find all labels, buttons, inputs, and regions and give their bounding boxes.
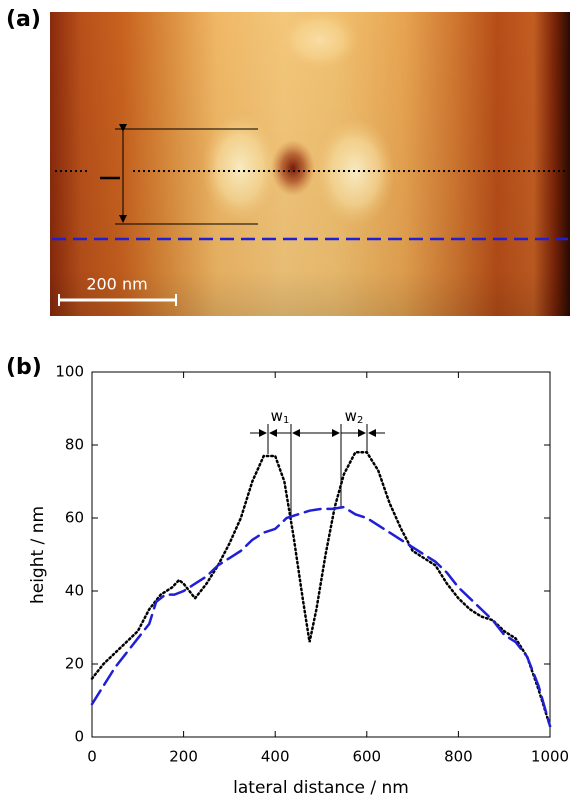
y-tick-label: 40 <box>65 582 84 600</box>
annotation-sub: 1 <box>283 415 289 426</box>
panel-label: (b) <box>6 355 42 380</box>
x-tick-label: 200 <box>169 748 198 766</box>
plot-frame <box>91 371 551 738</box>
y-tick-label: 0 <box>74 728 84 746</box>
annotation-base: w <box>345 407 357 425</box>
series-line <box>90 451 552 728</box>
y-tick-label: 100 <box>55 363 84 381</box>
x-tick-label: 600 <box>352 748 381 766</box>
x-tick-label: 1000 <box>531 748 569 766</box>
y-tick-label: 20 <box>65 655 84 673</box>
x-tick-label: 400 <box>261 748 290 766</box>
y-tick-label: 80 <box>65 436 84 454</box>
series-line <box>90 505 552 728</box>
y-axis-label: height / nm <box>28 506 48 604</box>
x-axis-label: lateral distance / nm <box>233 778 409 798</box>
annotation-base: w <box>271 407 283 425</box>
x-tick-label: 800 <box>444 748 473 766</box>
afm-image <box>50 10 570 316</box>
annotation: w1 <box>271 407 290 427</box>
annotation: w2 <box>345 407 364 427</box>
x-tick-label: 0 <box>87 748 97 766</box>
y-tick-label: 60 <box>65 509 84 527</box>
panel-label: (a) <box>6 7 41 32</box>
width-annotation <box>250 424 385 515</box>
scale-bar-label: 200 nm <box>86 275 147 294</box>
annotation-sub: 2 <box>357 415 363 426</box>
